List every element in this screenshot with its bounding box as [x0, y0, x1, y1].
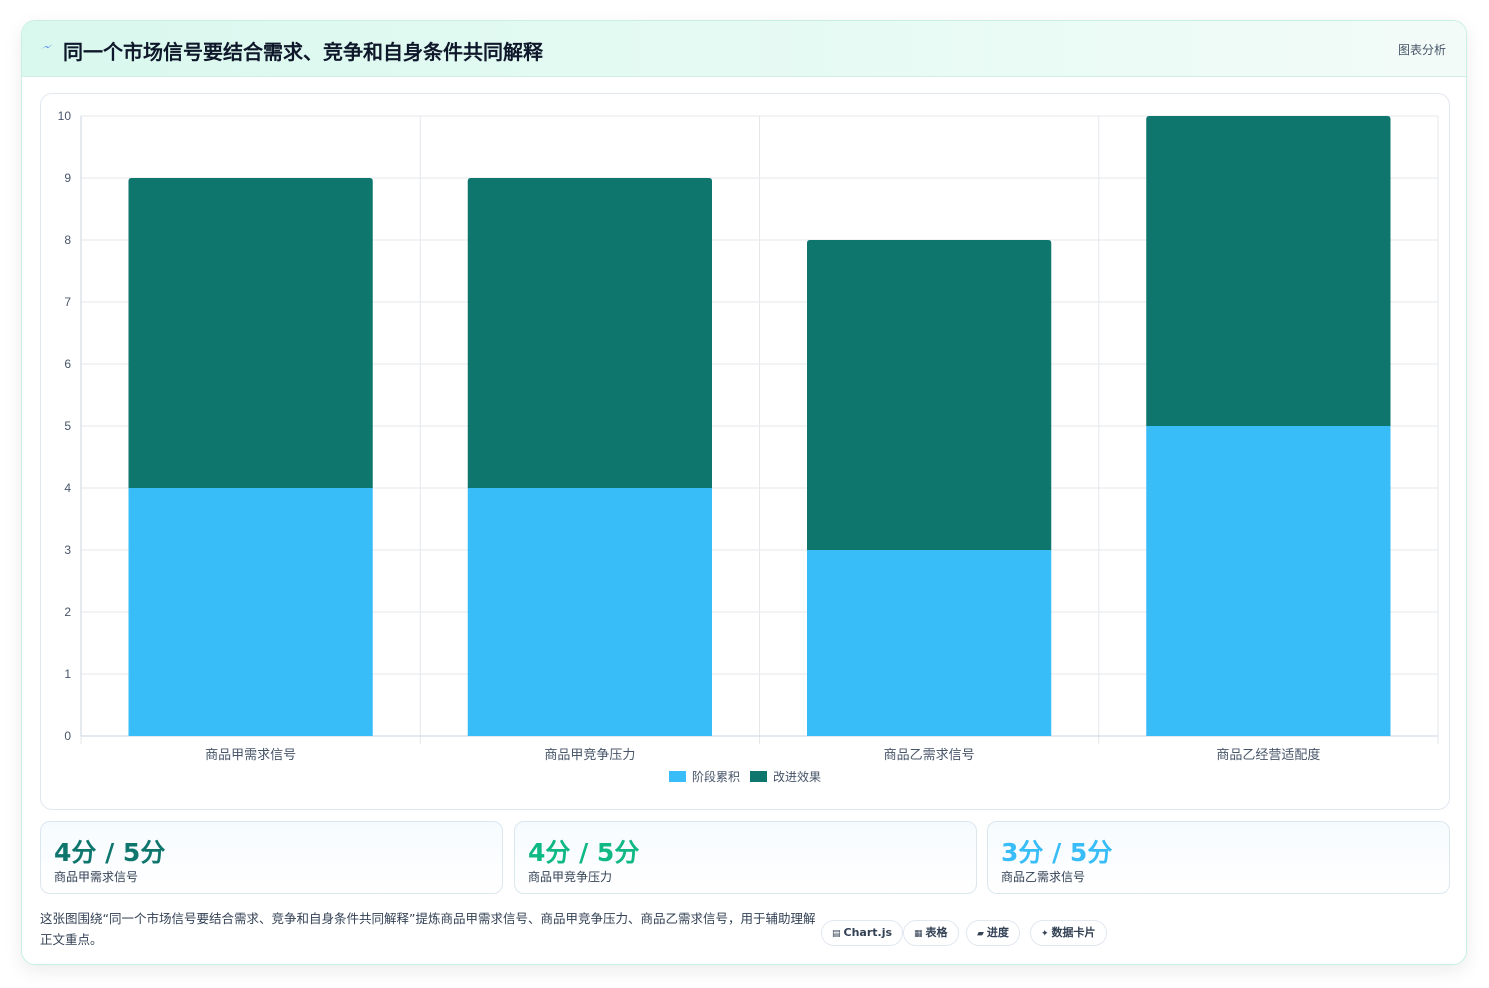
- y-tick-label: 8: [64, 233, 71, 247]
- chip-chartjs[interactable]: ▤ Chart.js: [821, 920, 904, 946]
- table-icon: ▦: [914, 929, 923, 939]
- y-tick-label: 3: [64, 543, 71, 557]
- chart-description: 这张图围绕“同一个市场信号要结合需求、竞争和自身条件共同解释”提炼商品甲需求信号…: [40, 911, 816, 947]
- sparkle-icon: ✦: [1041, 929, 1049, 939]
- page-title: 同一个市场信号要结合需求、竞争和自身条件共同解释: [63, 40, 543, 64]
- y-tick-label: 7: [64, 295, 71, 309]
- x-tick-label: 商品甲竞争压力: [544, 747, 635, 762]
- legend-label: 阶段累积: [692, 769, 740, 784]
- stat-label: 商品乙需求信号: [1001, 870, 1086, 884]
- lightning-icon: [41, 44, 53, 49]
- stat-card-3: 3分 / 5分 商品乙需求信号: [987, 821, 1450, 894]
- y-tick-label: 2: [64, 605, 71, 619]
- bar-segment: [1146, 116, 1391, 426]
- stat-value: 3分 / 5分: [1001, 838, 1113, 867]
- x-tick-label: 商品甲需求信号: [205, 747, 296, 762]
- chart-card: 同一个市场信号要结合需求、竞争和自身条件共同解释 图表分析 0 1 2 3 4 5 6 7 8 9…: [21, 20, 1467, 965]
- bar-segment: [128, 488, 373, 736]
- chip-label: 进度: [986, 926, 1009, 939]
- y-tick-label: 5: [64, 419, 71, 433]
- chip-data-card[interactable]: ✦ 数据卡片: [1030, 920, 1107, 946]
- y-tick-label: 1: [64, 667, 71, 681]
- card-header: 同一个市场信号要结合需求、竞争和自身条件共同解释 图表分析: [22, 21, 1466, 77]
- stacked-bar-chart: 0 1 2 3 4 5 6 7 8 9 10 商品甲需求信号 商品甲竞争压力 商品乙需求信号 商品乙经营适配…: [58, 109, 1439, 784]
- stat-card-1: 4分 / 5分 商品甲需求信号: [40, 821, 503, 894]
- y-tick-label: 0: [64, 729, 71, 743]
- bar-segment: [1146, 426, 1391, 736]
- chart-panel: 0 1 2 3 4 5 6 7 8 9 10 商品甲需求信号 商品甲竞争压力 商品乙需求信号 商品乙经营适配…: [40, 93, 1450, 810]
- chip-label: 数据卡片: [1051, 926, 1096, 939]
- bar-segment: [128, 178, 373, 488]
- stat-value: 4分 / 5分: [54, 838, 166, 867]
- bar-segment: [806, 240, 1052, 550]
- chip-table[interactable]: ▦ 表格: [903, 920, 959, 946]
- y-tick-label: 10: [58, 109, 72, 123]
- chip-progress[interactable]: ▰ 进度: [966, 920, 1020, 946]
- chart-icon: ▤: [832, 929, 841, 939]
- y-tick-label: 4: [64, 481, 71, 495]
- y-tick-label: 6: [64, 357, 71, 371]
- x-tick-label: 商品乙经营适配度: [1216, 747, 1320, 762]
- chip-label: 表格: [925, 926, 948, 939]
- legend-swatch: [669, 771, 686, 782]
- chart-analysis-tag: 图表分析: [1397, 43, 1446, 57]
- progress-icon: ▰: [977, 929, 984, 939]
- legend-swatch: [750, 771, 767, 782]
- stat-value: 4分 / 5分: [528, 838, 640, 867]
- bar-segment: [467, 178, 713, 488]
- y-tick-label: 9: [64, 171, 71, 185]
- stat-label: 商品甲竞争压力: [528, 870, 613, 884]
- x-tick-label: 商品乙需求信号: [884, 747, 975, 762]
- bar-segment: [467, 488, 713, 736]
- stat-label: 商品甲需求信号: [54, 870, 139, 884]
- bar-segment: [806, 550, 1052, 736]
- chip-label: Chart.js: [843, 926, 893, 939]
- stat-card-2: 4分 / 5分 商品甲竞争压力: [514, 821, 977, 894]
- legend-label: 改进效果: [773, 769, 821, 784]
